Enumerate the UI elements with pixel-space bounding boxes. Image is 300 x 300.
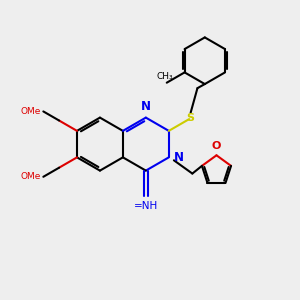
Text: N: N [141, 100, 151, 113]
Text: =NH: =NH [134, 201, 158, 211]
Text: OMe: OMe [21, 107, 41, 116]
Text: CH₃: CH₃ [157, 72, 174, 81]
Text: N: N [174, 151, 184, 164]
Text: S: S [186, 113, 194, 124]
Text: OMe: OMe [21, 172, 41, 181]
Text: O: O [211, 141, 220, 151]
